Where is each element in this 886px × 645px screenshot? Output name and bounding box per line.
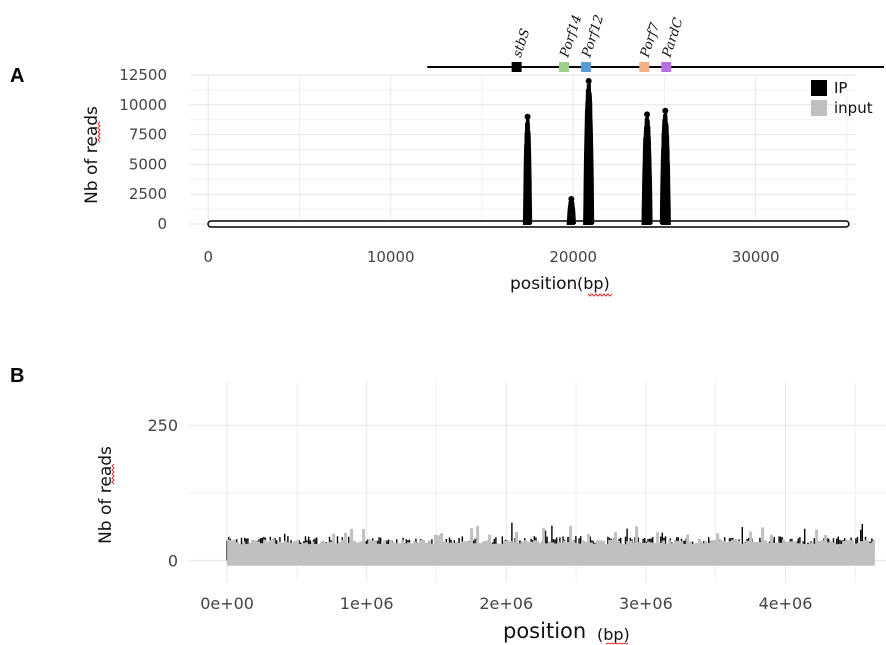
series-ip-peak-2 [566,197,576,225]
panel-b-x-tick-label: 1e+06 [340,594,394,613]
series-ip-peak-top-5 [662,107,669,114]
panel-b-x-tick-label: 0e+00 [200,594,254,613]
gene-marker-porf7 [639,62,650,72]
panel-a-y-tick-label: 0 [157,215,167,233]
gene-marker-porf12 [580,62,591,72]
panel-letter-b: B [10,365,24,387]
gene-marker-stbs [511,62,522,72]
panel-b-ylabel-spellcheck [111,463,115,485]
panel-a-grid [190,74,856,225]
panel-a-y-tick-label: 12500 [119,66,167,84]
series-ip-peak-top-1 [524,113,531,120]
panel-a-plot-area [207,77,850,228]
gene-label-pardc: PardC [659,16,686,60]
legend-swatch-IP [811,80,827,96]
panel-a-y-tick-label: 10000 [119,96,167,114]
series-input-coverage [227,525,876,566]
panel-b-xunit-spellcheck [605,642,629,645]
series-ip-peak-5 [659,111,671,225]
panel-b-x-tick-label: 3e+06 [619,594,673,613]
panel-a-x-tick-label: 30000 [732,248,780,266]
series-ip-peak-top-2 [568,195,575,202]
panel-a-legend: IP input [811,79,873,117]
panel-a-x-tick-label: 10000 [367,248,415,266]
legend-swatch-input [811,100,827,116]
panel-b-ticks: 0 250 0e+00 1e+06 2e+06 3e+06 4e+06 [147,416,812,613]
panel-b-xlabel: position [503,619,586,643]
legend-label-input: input [834,99,873,117]
gene-label-stbs: stbS [510,27,533,59]
panel-a-x-tick-label: 20000 [549,248,597,266]
series-ip-peak-3 [583,82,595,225]
panel-a-y-tick-label: 2500 [129,185,167,203]
series-ip-peak-4 [641,113,653,225]
panel-a-y-tick-label: 7500 [129,126,167,144]
panel-a-ylabel-spellcheck [97,121,101,143]
gene-marker-pardc [661,62,672,72]
panel-letter-a: A [10,65,24,87]
panel-b-xunit: (bp) [597,625,630,644]
series-ip-peak-top-4 [644,111,651,118]
panel-b-plot-area [226,522,876,566]
panel-b-x-tick-label: 4e+06 [759,594,813,613]
panel-a-xunit-spellcheck [587,293,613,297]
panel-a-x-tick-label: 0 [203,248,213,266]
panel-b-x-tick-label: 2e+06 [479,594,533,613]
series-ip-peak-1 [522,117,533,225]
gene-marker-porf14 [559,62,570,72]
panel-a-ticks: 0 2500 5000 7500 10000 12500 0 10000 20000 30000 [119,66,779,266]
legend-label-IP: IP [834,79,847,97]
panel-a-xunit: (bp) [577,274,610,293]
panel-b-ylabel: Nb of reads [96,446,116,544]
panel-a-ylabel: Nb of reads [82,106,102,204]
panel-b-y-tick-label: 0 [168,551,178,570]
panel-b-y-tick-label: 250 [147,416,178,435]
panel-a-xlabel: position [510,274,577,294]
series-ip-peak-top-3 [585,77,592,84]
panel-a-y-tick-label: 5000 [129,155,167,173]
